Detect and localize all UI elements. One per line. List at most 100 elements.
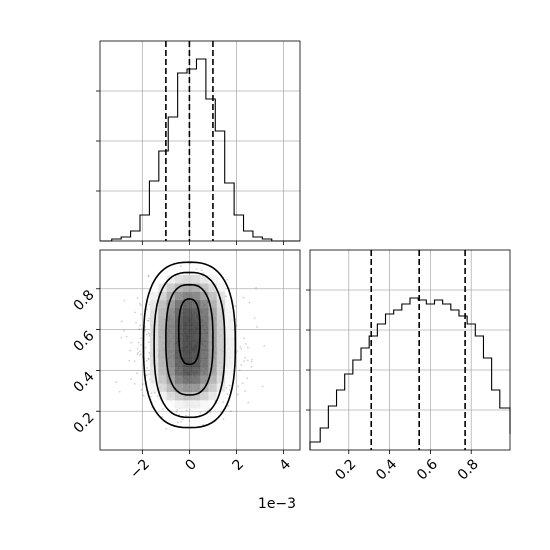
x-tick-label: −2 [127, 456, 153, 482]
density-cell [175, 375, 184, 384]
sample-point [120, 336, 123, 339]
sample-point [243, 360, 246, 363]
sample-point [128, 359, 131, 362]
x-tick-label: 2 [230, 456, 248, 474]
density-cell [225, 375, 234, 384]
contour-line [142, 261, 237, 429]
density-cell [225, 341, 234, 351]
sample-point [246, 377, 248, 380]
density-cell [191, 391, 201, 401]
density-cell [191, 291, 201, 301]
density-cell [216, 283, 226, 292]
sample-point [138, 350, 141, 353]
density-cell [166, 300, 176, 309]
sample-point [250, 358, 253, 361]
sample-point [153, 391, 156, 394]
density-cell [166, 333, 176, 342]
sample-point [225, 387, 228, 389]
density-cell [150, 291, 159, 301]
sample-point [150, 392, 153, 395]
sample-point [239, 345, 242, 348]
density-cell [166, 366, 176, 376]
density-cell [225, 358, 234, 367]
density-cell [225, 333, 234, 342]
density-cell [183, 366, 192, 376]
y-tick-label: 0.2 [71, 410, 98, 437]
density-cell [183, 275, 192, 284]
sample-point [147, 341, 150, 344]
density-cell [200, 400, 209, 409]
sample-point [138, 302, 141, 305]
sample-point [250, 365, 253, 368]
density-cell [225, 308, 234, 317]
density-cell [150, 300, 159, 309]
density-cell [150, 308, 159, 317]
sample-point [263, 344, 266, 347]
density-cell [216, 375, 226, 384]
density-cell [216, 341, 226, 351]
density-cell [175, 300, 184, 309]
sample-point [135, 321, 138, 324]
density-cell [158, 341, 167, 351]
density-cell [200, 333, 209, 342]
density-cell [158, 383, 167, 392]
density-cell [191, 275, 201, 284]
sample-point [138, 328, 141, 331]
sample-point [238, 369, 241, 372]
sample-point [146, 367, 149, 369]
sample-point [228, 384, 231, 387]
sample-point [147, 358, 150, 361]
sample-point [145, 359, 148, 362]
joint-density-panel: −2 0 2 4 0.2 0.4 0.6 0.8 1e−3 [71, 249, 301, 512]
x-histogram-panel [96, 40, 301, 245]
sample-point [241, 382, 244, 384]
sample-point [142, 394, 145, 397]
sample-point [123, 299, 126, 302]
sample-point [253, 317, 256, 319]
sample-point [165, 427, 168, 430]
sample-point [247, 401, 250, 404]
sample-point [235, 324, 238, 327]
density-cell [216, 391, 226, 401]
y-histogram-panel: 0.2 0.4 0.6 0.8 [306, 249, 511, 483]
density-cell [175, 383, 184, 392]
sample-point [120, 320, 123, 323]
x-offset-label: 1e−3 [258, 496, 296, 512]
sample-point [185, 409, 188, 412]
sample-point [118, 390, 121, 393]
sample-point [229, 410, 232, 413]
sample-point [185, 414, 188, 417]
sample-point [140, 304, 142, 307]
density-cell [200, 316, 209, 326]
density-cell [183, 308, 192, 317]
sample-point [228, 388, 231, 391]
density-cell [216, 366, 226, 376]
density-cell [225, 300, 234, 309]
sample-point [141, 328, 143, 331]
density-cell [200, 391, 209, 401]
x-tick-label: 4 [277, 456, 295, 474]
density-cell [150, 375, 159, 384]
sample-point [234, 305, 237, 308]
sample-point [175, 411, 178, 413]
density-cell [183, 350, 192, 359]
density-cell [166, 283, 176, 292]
sample-point [244, 390, 247, 393]
density-cell [158, 358, 167, 367]
density-cell [208, 300, 217, 309]
sample-point [222, 418, 225, 420]
density-cell [158, 333, 167, 342]
density-cell [166, 316, 176, 326]
density-cell [158, 375, 167, 384]
density-cell [175, 400, 184, 409]
density-cell [183, 383, 192, 392]
sample-point [139, 353, 142, 356]
density-cell [216, 316, 226, 326]
density-cell [150, 283, 159, 292]
density-cell [208, 366, 217, 376]
sample-point [122, 329, 125, 332]
density-cell [183, 358, 192, 367]
sample-point [199, 411, 202, 414]
density-cell [191, 308, 201, 317]
density-cell [208, 275, 217, 284]
